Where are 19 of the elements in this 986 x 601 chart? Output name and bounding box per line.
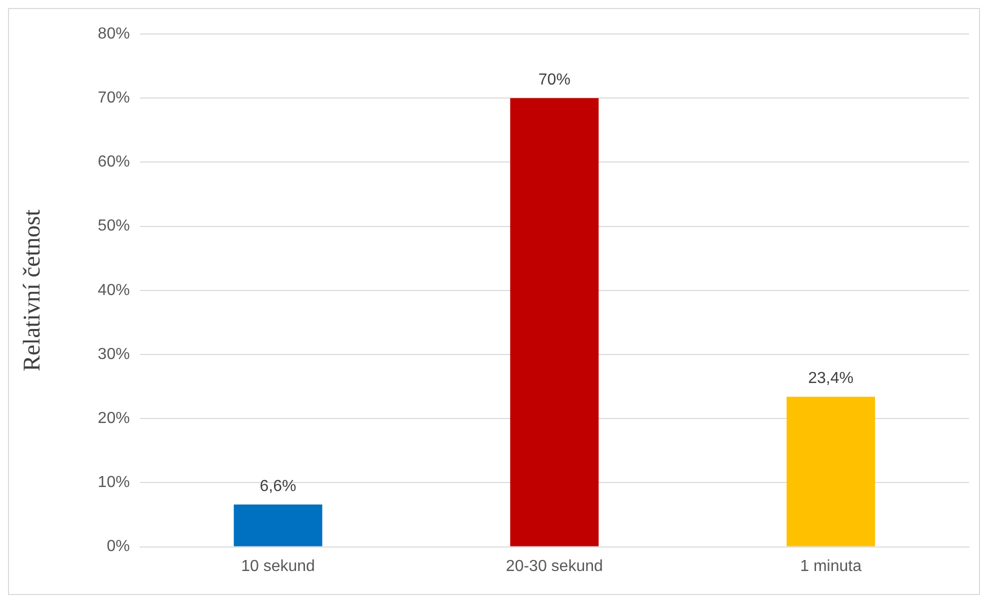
y-axis-title: Relativní četnost (20, 209, 46, 372)
y-tick-label: 50% (98, 218, 130, 235)
y-tick-label: 70% (98, 90, 130, 107)
y-tick-label: 30% (98, 346, 130, 363)
data-label: 70% (538, 72, 570, 89)
x-tick-label: 10 sekund (241, 558, 315, 575)
data-label: 6,6% (260, 478, 296, 495)
bar (234, 504, 322, 546)
y-tick-label: 0% (106, 538, 130, 556)
bar (510, 98, 599, 546)
y-tick-label: 40% (98, 282, 130, 299)
y-tick-label: 80% (98, 25, 130, 42)
x-tick-label: 1 minuta (800, 558, 862, 575)
y-tick-label: 20% (98, 410, 130, 428)
y-tick-label: 10% (98, 474, 130, 492)
bar (786, 396, 876, 546)
y-tick-label: 60% (98, 154, 130, 171)
x-tick-label: 20-30 sekund (506, 558, 603, 575)
data-label: 23,4% (808, 370, 854, 388)
